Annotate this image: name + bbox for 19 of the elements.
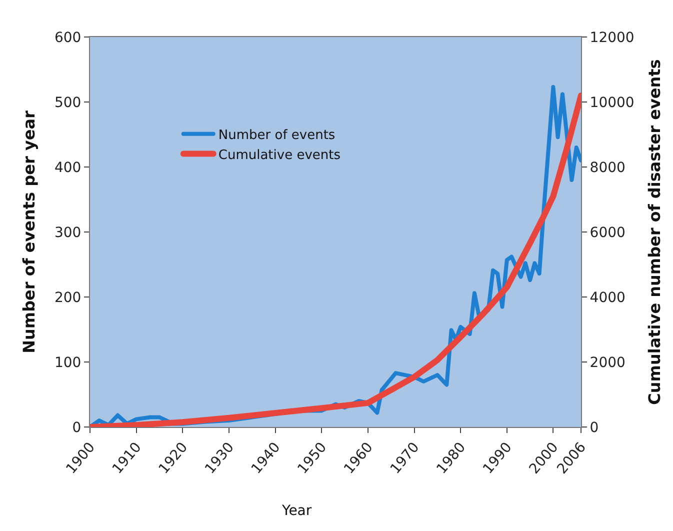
y-tick-label: 600 — [54, 30, 82, 46]
y2-tick-label: 4000 — [590, 290, 626, 306]
y2-tick-label: 6000 — [590, 224, 626, 241]
y2-tick-label: 0 — [590, 420, 599, 436]
y-tick-label: 500 — [54, 94, 82, 111]
y2-tick-label: 8000 — [590, 160, 626, 176]
x-axis-title: Year — [281, 503, 312, 519]
legend-label: Cumulative events — [218, 148, 341, 163]
y2-tick-label: 10000 — [590, 94, 634, 111]
y-tick-label: 100 — [54, 354, 82, 371]
y2-tick-label: 12000 — [590, 30, 634, 46]
y-tick-label: 200 — [54, 290, 82, 306]
legend-label: Number of events — [218, 128, 336, 143]
y-axis-title: Number of events per year — [19, 110, 38, 354]
y2-tick-label: 2000 — [590, 354, 626, 371]
y-tick-label: 0 — [72, 420, 82, 436]
y-tick-label: 300 — [54, 224, 82, 241]
y2-axis-title: Cumulative number of disaster events — [645, 59, 664, 405]
y-tick-label: 400 — [54, 160, 82, 176]
